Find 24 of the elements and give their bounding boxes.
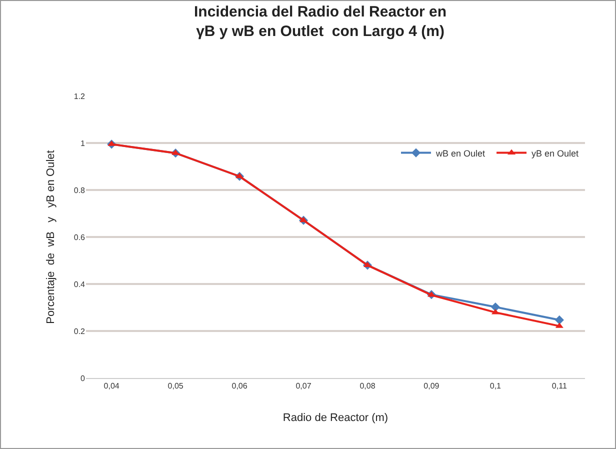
chart-title: Incidencia del Radio del Reactor en γB y wB en Outlet con Largo 4 (m) (194, 4, 447, 40)
x-tick-label: 0,09 (424, 382, 440, 391)
y-tick-label: 0.8 (74, 186, 86, 195)
x-tick-label: 0,1 (490, 382, 502, 391)
y-tick-label: 1.2 (74, 92, 86, 101)
y-tick-label: 0.6 (74, 232, 86, 242)
x-tick-label: 0,05 (168, 382, 184, 391)
legend-label: wB en Oulet (435, 148, 486, 158)
y-tick-label: 0.4 (74, 280, 86, 289)
point (491, 308, 500, 314)
y-axis-title: Porcentaje de wB y yB en Oulet (45, 150, 57, 324)
x-tick-label: 0,04 (104, 382, 120, 391)
x-axis-title: Radio de Reactor (m) (282, 412, 388, 424)
point (490, 302, 500, 312)
x-tick-label: 0,06 (232, 382, 248, 391)
x-tick-label: 0,07 (296, 382, 312, 391)
y-tick-label: 1 (80, 138, 86, 148)
x-tick-label: 0,08 (360, 382, 376, 391)
x-tick-label: 0,11 (552, 382, 568, 391)
y-tick-label: 0.2 (74, 326, 86, 336)
legend-label: yB en Oulet (532, 148, 580, 158)
point (236, 172, 244, 178)
y-tick-label: 0 (80, 374, 86, 383)
point (554, 315, 564, 325)
